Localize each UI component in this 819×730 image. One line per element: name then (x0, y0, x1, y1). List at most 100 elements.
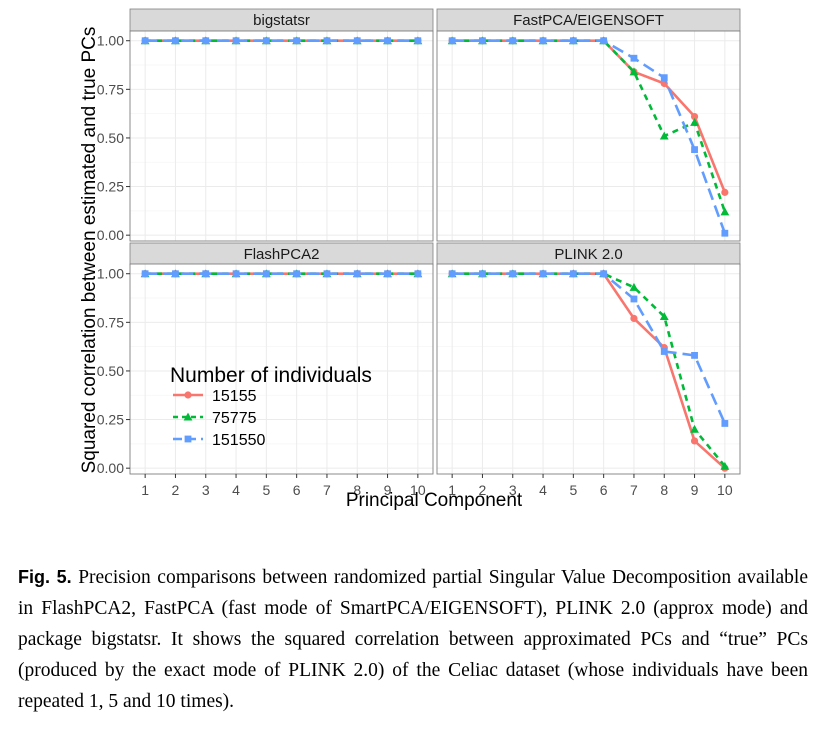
x-tick-label: 5 (262, 482, 270, 498)
x-tick-label: 1 (141, 482, 149, 498)
x-tick-label: 10 (410, 482, 426, 498)
legend-entry-15155: 15155 (173, 388, 257, 405)
legend-label: 151550 (212, 432, 265, 449)
data-point-151550 (141, 270, 149, 278)
panel-title: FastPCA/EIGENSOFT (513, 12, 664, 29)
data-point-75775 (690, 117, 699, 126)
data-point-151550 (448, 37, 456, 45)
data-point-151550 (323, 37, 331, 45)
panel-title: PLINK 2.0 (554, 246, 622, 263)
x-tick-label: 2 (479, 482, 487, 498)
legend-entry-75775: 75775 (173, 410, 257, 427)
data-point-151550 (600, 37, 608, 45)
data-point-151550 (293, 37, 301, 45)
panel-title: bigstatsr (253, 12, 310, 29)
data-point-151550 (569, 270, 577, 278)
legend-key-marker (183, 412, 193, 421)
x-tick-label: 7 (630, 482, 638, 498)
plot-background (437, 264, 740, 474)
data-point-15155 (690, 437, 699, 445)
data-point-151550 (232, 270, 240, 278)
legend-title: Number of individuals (170, 364, 372, 387)
y-tick-label: 0.50 (97, 130, 124, 146)
data-point-75775 (720, 207, 730, 216)
data-point-151550 (323, 270, 331, 278)
y-tick-label: 0.00 (97, 460, 124, 476)
data-point-151550 (293, 270, 301, 278)
legend-label: 15155 (212, 388, 257, 405)
data-point-75775 (629, 282, 639, 291)
data-point-151550 (630, 295, 638, 303)
data-point-151550 (479, 37, 486, 45)
data-point-151550 (353, 270, 361, 278)
data-point-151550 (479, 270, 486, 278)
data-point-151550 (202, 270, 210, 278)
data-point-151550 (262, 270, 270, 278)
y-axis-label: Squared correlation between estimated an… (79, 27, 100, 474)
data-point-151550 (172, 270, 179, 278)
panel-border (436, 263, 741, 475)
data-point-151550 (384, 270, 391, 278)
series-line-151550 (452, 39, 727, 234)
plot-background (437, 31, 740, 241)
panel-border (129, 30, 434, 242)
data-point-151550 (384, 37, 391, 45)
x-tick-label: 2 (172, 482, 180, 498)
x-tick-label: 10 (717, 482, 733, 498)
panel-plink-2-0: PLINK 2.0 1 2 3 4 5 6 7 8 9 10 (436, 242, 741, 498)
panel-flashpca2: FlashPCA2 0.00 0.25 0.50 0.75 1.00 1 2 3 4 5 6 7 8 9 10 (97, 242, 434, 498)
panel-bigstatsr: bigstatsr 0.00 0.25 0.50 0.75 1.00 (97, 8, 434, 243)
data-point-151550 (509, 270, 517, 278)
data-point-151550 (721, 420, 729, 427)
caption-label: Fig. 5. (18, 567, 72, 587)
x-axis-label: Principal Component (346, 490, 523, 511)
legend-key-marker (184, 391, 192, 399)
x-tick-label: 7 (323, 482, 331, 498)
x-tick-label: 3 (202, 482, 210, 498)
series-line-151550 (452, 272, 727, 424)
panel-fastpca-eigensoft: FastPCA/EIGENSOFT (436, 8, 741, 242)
data-point-151550 (691, 146, 698, 154)
x-tick-label: 6 (600, 482, 608, 498)
data-point-151550 (262, 37, 270, 45)
x-tick-label: 4 (232, 482, 240, 498)
plot-background (130, 31, 433, 241)
panels: bigstatsr 0.00 0.25 0.50 0.75 1.00 FastPCA/EIG… (97, 8, 741, 498)
legend-key-marker (184, 435, 192, 443)
x-tick-label: 5 (569, 482, 577, 498)
data-point-151550 (539, 270, 547, 278)
data-point-75775 (690, 424, 699, 433)
x-tick-label: 8 (660, 482, 668, 498)
faceted-line-chart: bigstatsr 0.00 0.25 0.50 0.75 1.00 FastPCA/EIG… (79, 8, 741, 511)
x-tick-label: 3 (509, 482, 517, 498)
data-point-151550 (600, 270, 608, 278)
caption-text: Precision comparisons between randomized… (18, 567, 808, 712)
data-point-75775 (659, 131, 669, 140)
y-tick-label: 1.00 (97, 33, 124, 49)
data-point-151550 (448, 270, 456, 278)
data-point-151550 (172, 37, 179, 45)
figure-caption: Fig. 5. Precision comparisons between ra… (18, 562, 808, 717)
data-point-151550 (141, 37, 149, 45)
panel-title: FlashPCA2 (244, 246, 320, 263)
data-point-151550 (630, 54, 638, 62)
data-point-151550 (232, 37, 240, 45)
y-tick-label: 0.25 (97, 179, 124, 195)
data-point-75775 (659, 312, 669, 321)
data-point-151550 (660, 74, 668, 82)
data-point-151550 (353, 37, 361, 45)
x-tick-label: 9 (691, 482, 699, 498)
data-point-15155 (630, 314, 638, 323)
y-tick-label: 0.25 (97, 412, 124, 428)
y-tick-label: 0.50 (97, 363, 124, 379)
data-point-151550 (202, 37, 210, 45)
data-point-75775 (720, 461, 730, 470)
data-point-151550 (691, 351, 698, 359)
data-point-15155 (690, 112, 699, 121)
data-point-151550 (414, 37, 422, 45)
data-point-75775 (629, 67, 639, 76)
y-tick-label: 0.75 (97, 314, 124, 330)
y-tick-label: 0.00 (97, 227, 124, 243)
legend-entry-151550: 151550 (173, 432, 265, 449)
data-point-15155 (721, 188, 729, 196)
